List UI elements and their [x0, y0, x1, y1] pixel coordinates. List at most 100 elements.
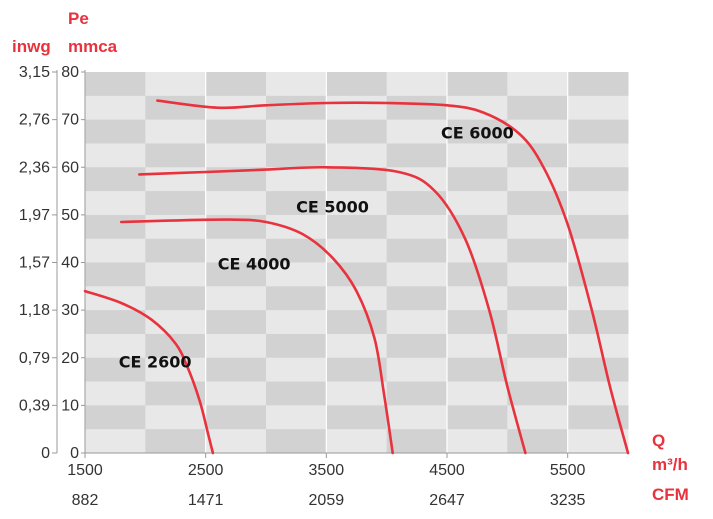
grid-cell — [567, 191, 629, 216]
y-tick-label-inwg: 0,39 — [19, 397, 50, 414]
grid-cell — [507, 310, 569, 335]
y-tick-label-mmca: 20 — [61, 350, 79, 367]
grid-cell — [205, 262, 267, 287]
grid-cell — [386, 72, 448, 97]
y-tick-label-mmca: 60 — [61, 159, 79, 176]
grid-cell — [386, 429, 448, 454]
grid-cell — [507, 286, 569, 311]
grid-cell — [326, 119, 388, 144]
grid-cell — [567, 72, 629, 97]
grid-cell — [85, 191, 146, 216]
y-left-axis-header: inwg — [12, 37, 51, 56]
grid-cell — [266, 95, 327, 121]
grid-cell — [386, 238, 448, 263]
axes: 3,15 80 2,76 70 2,36 60 1,97 50 1,57 40 1,18 30 0,79… — [19, 64, 628, 509]
curve-label-ce-6000: CE 6000 — [441, 124, 514, 143]
grid-cell — [205, 429, 267, 454]
y-tick-label-inwg: 1,97 — [19, 207, 50, 224]
grid-cell — [567, 143, 629, 168]
y-tick-label-inwg: 1,57 — [19, 255, 50, 272]
y-right-axis-header: mmca — [68, 37, 118, 56]
grid-cell — [266, 262, 327, 287]
grid-cell — [447, 310, 508, 335]
grid-cell — [205, 72, 267, 97]
grid-cell — [205, 286, 267, 311]
grid-cell — [447, 119, 508, 144]
y-right-axis-header-top: Pe — [68, 9, 89, 28]
x-tick-label-m3h: 3500 — [309, 462, 345, 479]
x-axis-header-bottom: CFM — [652, 485, 689, 504]
curve-label-ce-5000: CE 5000 — [296, 197, 369, 216]
grid-cell — [145, 262, 207, 287]
x-tick-label-m3h: 2500 — [188, 462, 224, 479]
grid-cell — [447, 429, 508, 454]
y-tick-label-inwg: 3,15 — [19, 64, 50, 81]
grid-cell — [205, 381, 267, 406]
y-tick-label-mmca: 10 — [61, 397, 79, 414]
grid-cell — [85, 167, 146, 192]
grid-cell — [145, 119, 207, 144]
grid-cell — [447, 95, 508, 121]
grid-cell — [567, 357, 629, 383]
grid-cell — [145, 167, 207, 192]
grid-cell — [567, 262, 629, 287]
grid-cell — [145, 333, 207, 359]
grid-cell — [326, 191, 388, 216]
series-line-ce-2600 — [83, 289, 215, 455]
grid-cell — [507, 167, 569, 192]
x-tick-label-m3h: 5500 — [550, 462, 586, 479]
grid-cell — [567, 214, 629, 240]
grid-cell — [145, 405, 207, 430]
grid-cell — [205, 357, 267, 383]
grid-cell — [85, 143, 146, 168]
curve-label-ce-4000: CE 4000 — [218, 255, 291, 274]
grid-cell — [145, 191, 207, 216]
grid-cell — [205, 143, 267, 168]
y-tick-label-mmca: 50 — [61, 207, 79, 224]
grid-cell — [85, 381, 146, 406]
series-line-ce-5000 — [138, 165, 527, 455]
grid-cell — [85, 119, 146, 144]
grid-cell — [567, 429, 629, 454]
y-tick-label-mmca: 70 — [61, 112, 79, 129]
x-axis-header-top: Q — [652, 431, 665, 450]
grid-cell — [266, 119, 327, 144]
grid-cell — [266, 72, 327, 97]
grid-cell — [205, 310, 267, 335]
grid-cell — [507, 333, 569, 359]
series-line-ce-6000 — [156, 99, 630, 455]
curve-labels: CE 2600 CE 4000 CE 5000 CE 6000 — [119, 124, 514, 372]
series-layer — [83, 99, 630, 455]
grid-cell — [326, 429, 388, 454]
grid-cell — [507, 95, 569, 121]
x-tick-label-m3h: 1500 — [67, 462, 103, 479]
grid-cell — [85, 262, 146, 287]
grid-cell — [145, 286, 207, 311]
grid-cell — [447, 381, 508, 406]
grid-cell — [85, 214, 146, 240]
grid-cell — [326, 262, 388, 287]
grid-cell — [567, 119, 629, 144]
grid-cell — [266, 286, 327, 311]
grid-cell — [205, 238, 267, 263]
grid-cell — [447, 167, 508, 192]
x-tick-label-cfm: 1471 — [188, 492, 224, 509]
grid-cell — [507, 238, 569, 263]
grid-cell — [266, 405, 327, 430]
grid-cell — [85, 333, 146, 359]
grid-cell — [447, 214, 508, 240]
grid-cell — [85, 72, 146, 97]
grid-cell — [507, 214, 569, 240]
grid-cell — [447, 357, 508, 383]
grid-cell — [266, 381, 327, 406]
grid-cell — [386, 357, 448, 383]
grid-cell — [85, 286, 146, 311]
grid-cell — [447, 72, 508, 97]
grid-cell — [386, 95, 448, 121]
x-tick-label-m3h: 4500 — [429, 462, 465, 479]
grid-cell — [145, 72, 207, 97]
grid-cell — [447, 191, 508, 216]
grid-cell — [447, 286, 508, 311]
x-tick-label-cfm: 882 — [72, 492, 99, 509]
grid-cell — [326, 381, 388, 406]
